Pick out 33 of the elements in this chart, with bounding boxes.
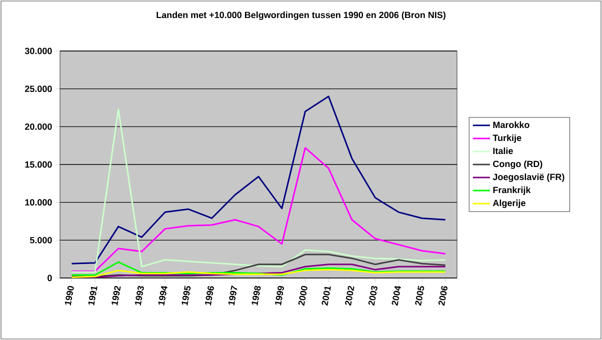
legend-label: Frankrijk: [493, 186, 531, 195]
x-tick-label: 1992: [112, 286, 121, 306]
y-tick-label: 25.000: [24, 86, 52, 92]
y-tick-label: 20.000: [24, 123, 52, 130]
y-tick-label: 10.000: [25, 199, 52, 206]
x-tick-label: 1998: [252, 286, 261, 306]
x-tick-label: 1993: [134, 286, 144, 306]
chart-title: Landen met +10.000 Belgwordingen tussen 1990 en 2006 (Bron NIS): [156, 12, 446, 20]
x-tick-label: 2004: [392, 286, 401, 306]
x-tick-label: 2000: [298, 286, 308, 306]
y-tick-label: 30.000: [24, 48, 52, 54]
legend-label: Congo (RD): [493, 160, 542, 169]
x-tick-label: 1996: [205, 286, 214, 306]
x-tick-label: 2005: [415, 286, 424, 306]
x-tick-label: 2006: [438, 286, 448, 306]
legend-label: Marokko: [493, 121, 530, 128]
y-tick-label: 5.000: [30, 236, 52, 244]
line-series: [70, 147, 446, 272]
legend-label: Joegoslavië (FR): [492, 174, 564, 182]
x-tick-label: 1995: [182, 286, 191, 306]
y-tick-label: 15.000: [25, 161, 52, 168]
x-tick-label: 1999: [275, 286, 284, 306]
y-tick-label: 0: [48, 274, 52, 282]
legend-label: Algerije: [492, 200, 526, 208]
x-tick-label: 1991: [88, 286, 98, 306]
legend-label: Turkije: [492, 134, 522, 143]
x-tick-label: 2003: [368, 286, 378, 306]
x-tick-label: 1990: [64, 286, 74, 306]
legend-label: Italie: [493, 147, 513, 154]
x-tick-label: 1997: [228, 286, 238, 306]
x-tick-label: 2002: [345, 286, 354, 306]
x-tick-label: 1994: [158, 286, 168, 306]
x-tick-label: 2001: [322, 286, 331, 306]
